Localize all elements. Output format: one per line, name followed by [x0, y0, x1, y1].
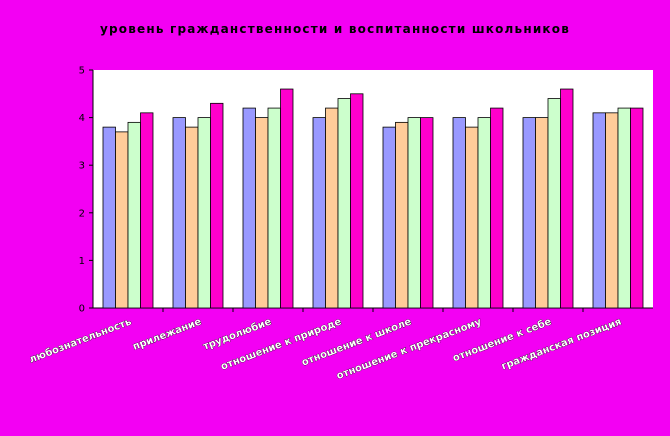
- bar-3-4: [337, 98, 351, 309]
- bar-3-3: [267, 107, 281, 309]
- bar-1-8: [592, 112, 606, 309]
- bar-1-3: [242, 107, 256, 309]
- bar-4-7: [560, 88, 574, 309]
- bar-1-1: [102, 126, 116, 309]
- x-tick-label: прилежание: [131, 316, 203, 352]
- bar-3-8: [617, 107, 631, 309]
- bar-2-2: [185, 126, 199, 309]
- y-tick-label: 1: [79, 256, 85, 267]
- y-tick-label: 4: [79, 113, 85, 124]
- x-axis-ticks: любознательностьприлежаниетрудолюбиеотно…: [27, 308, 623, 382]
- bar-4-6: [490, 107, 504, 309]
- bar-3-5: [407, 117, 421, 309]
- bar-1-2: [172, 117, 186, 309]
- y-tick-label: 2: [79, 208, 85, 219]
- chart-title: уровень гражданственности и воспитанност…: [99, 22, 571, 36]
- bar-1-6: [452, 117, 466, 309]
- bar-2-6: [465, 126, 479, 309]
- bar-1-4: [312, 117, 326, 309]
- bar-4-8: [630, 107, 644, 309]
- y-tick-label: 5: [79, 66, 85, 77]
- bars: [102, 88, 644, 309]
- bar-1-5: [382, 126, 396, 309]
- bar-3-6: [477, 117, 491, 309]
- bar-3-7: [547, 98, 561, 309]
- bar-4-2: [210, 102, 224, 309]
- bar-2-8: [605, 112, 619, 309]
- bar-3-2: [197, 117, 211, 309]
- bar-2-5: [395, 121, 409, 309]
- bar-4-1: [140, 112, 154, 309]
- x-tick-label: гражданская позиция: [500, 317, 623, 373]
- bar-2-4: [325, 107, 339, 309]
- bar-1-7: [522, 117, 536, 309]
- bar-2-7: [535, 117, 549, 309]
- x-tick-label: отношение к природе: [219, 316, 343, 372]
- x-tick-label: любознательность: [28, 316, 134, 366]
- bar-4-3: [280, 88, 294, 309]
- bar-4-5: [420, 117, 434, 309]
- y-axis-ticks: 0 1 2 3 4 5: [79, 66, 93, 315]
- y-tick-label: 0: [79, 304, 85, 315]
- y-tick-label: 3: [79, 161, 85, 172]
- bar-3-1: [127, 121, 141, 309]
- bar-4-4: [350, 93, 364, 309]
- bar-2-3: [255, 117, 269, 309]
- bar-2-1: [115, 131, 129, 309]
